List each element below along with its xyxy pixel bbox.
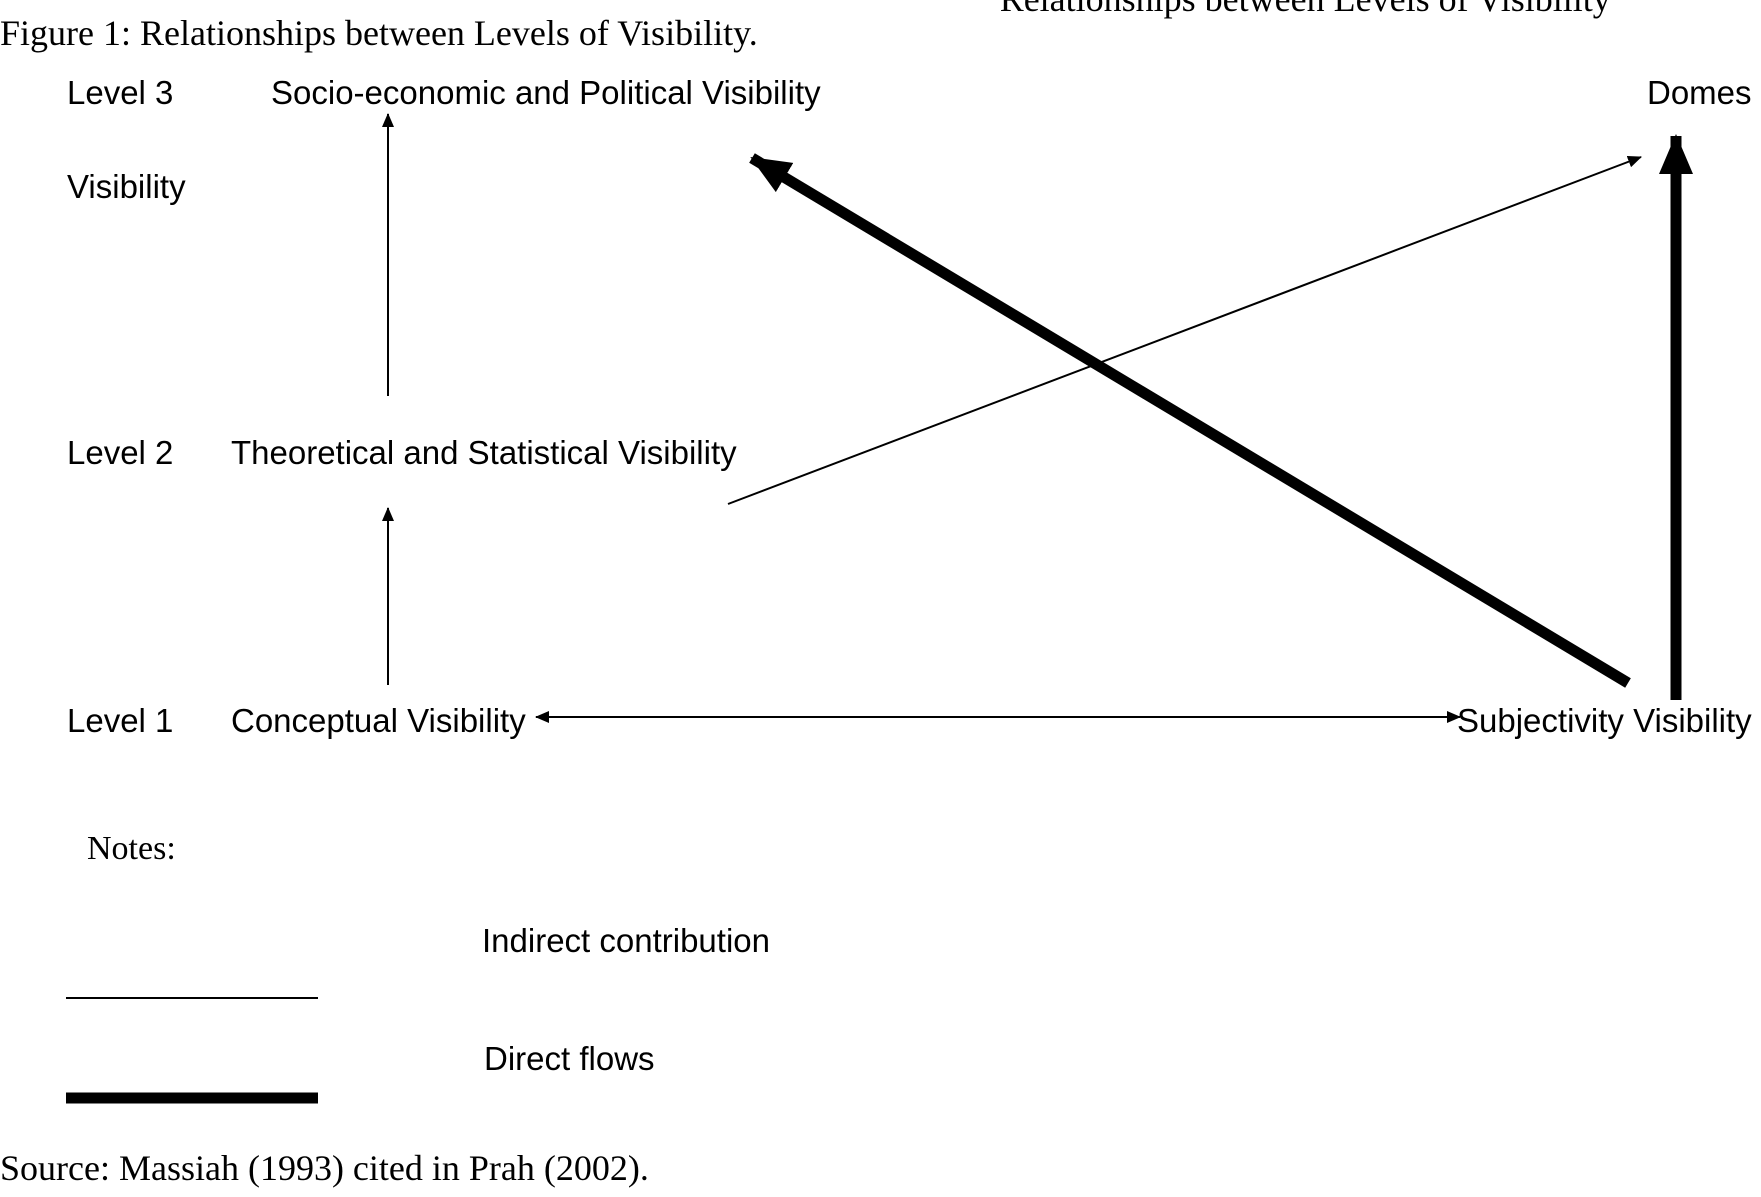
node-theoretical-statistical-visibility: Theoretical and Statistical Visibility [231, 434, 737, 471]
edge-subjectivity-to-socio-economic [749, 153, 1631, 688]
level-2-label: Level 2 [67, 434, 174, 471]
level-3-label: Level 3 [67, 74, 174, 111]
node-domestic-visibility: Domes [1647, 74, 1752, 111]
level-1-label: Level 1 [67, 702, 174, 739]
node-conceptual-visibility: Conceptual Visibility [231, 702, 526, 739]
legend-label-direct: Direct flows [484, 1040, 655, 1077]
figure-caption: Figure 1: Relationships between Levels o… [0, 13, 758, 53]
edge-theoretical-to-domestic [727, 156, 1642, 505]
node-socio-economic-visibility: Socio-economic and Political Visibility [271, 74, 821, 111]
notes-title: Notes: [87, 830, 176, 867]
level-3-sub-label: Visibility [67, 168, 186, 205]
legend-label-indirect: Indirect contribution [482, 922, 770, 959]
top-text-fragment: and its dependence on the degree of perc… [0, 0, 1611, 20]
node-subjectivity-visibility: Subjectivity Visibility [1457, 702, 1752, 739]
figure-source: Source: Massiah (1993) cited in Prah (20… [0, 1148, 649, 1188]
